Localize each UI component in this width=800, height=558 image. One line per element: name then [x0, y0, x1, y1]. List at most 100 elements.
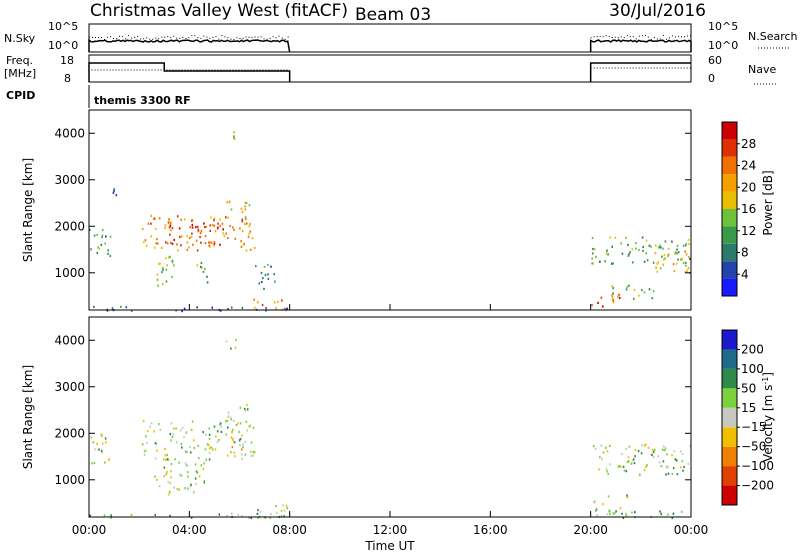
- velocity-cell: [231, 430, 233, 434]
- velocity-cell: [671, 472, 674, 475]
- velocity-cell: [186, 471, 189, 474]
- power-cell: [188, 236, 191, 240]
- power-cell: [168, 256, 170, 259]
- velocity-cell: [219, 422, 222, 425]
- velocity-cell: [250, 516, 253, 519]
- power-cell: [191, 226, 194, 229]
- power-cell: [219, 243, 221, 246]
- velocity-cell: [190, 483, 192, 486]
- velocity-cell: [104, 437, 107, 440]
- power-cell: [225, 232, 227, 235]
- x-tick-label: 12:00: [373, 523, 408, 537]
- power-cell: [196, 249, 199, 252]
- power-cell: [631, 248, 634, 251]
- velocity-scatter: [89, 338, 692, 520]
- power-cell: [270, 265, 272, 268]
- noise-dot: [182, 36, 184, 38]
- power-cell: [618, 296, 621, 300]
- velocity-cell: [596, 514, 598, 517]
- noise-dot: [98, 37, 100, 39]
- velocity-cell: [614, 512, 616, 515]
- power-cell: [611, 285, 613, 288]
- noise-dot: [668, 37, 670, 39]
- power-cell: [219, 218, 221, 221]
- noise-dot: [143, 38, 145, 40]
- time-axis-label: Time UT: [364, 539, 415, 553]
- power-cell: [203, 222, 205, 225]
- noise-dot: [221, 35, 223, 37]
- velocity-cell: [645, 465, 647, 469]
- velocity-cell: [600, 444, 602, 447]
- velocity-cell: [154, 457, 157, 460]
- power-cell: [642, 245, 644, 249]
- power-cell: [196, 264, 199, 267]
- velocity-cell: [208, 433, 211, 436]
- power-cell: [156, 238, 158, 241]
- velocity-cell: [653, 455, 655, 459]
- velocity-cell: [252, 454, 254, 457]
- velocity-cell: [679, 466, 682, 469]
- noise-dot: [647, 36, 649, 38]
- power-cell: [606, 249, 608, 252]
- velocity-cell: [187, 475, 189, 478]
- velocity-cell: [662, 460, 665, 463]
- power-cell: [633, 288, 636, 291]
- velocity-cell: [210, 446, 213, 449]
- power-colorbar-swatch: [722, 122, 737, 140]
- freq-line: [589, 62, 691, 82]
- velocity-cell: [195, 470, 198, 473]
- n-search-label: N.Search: [748, 30, 798, 43]
- noise-dot: [194, 35, 196, 37]
- power-cell: [645, 252, 648, 255]
- power-cell: [617, 295, 620, 298]
- freq-unit-label: [MHz]: [4, 67, 36, 80]
- power-cell: [195, 239, 198, 242]
- noise-dot: [251, 36, 253, 38]
- velocity-cell: [158, 423, 160, 426]
- velocity-cell: [592, 445, 595, 448]
- power-cell: [244, 216, 247, 219]
- power-cell: [202, 270, 205, 273]
- power-cell: [142, 240, 145, 244]
- noise-dot: [209, 37, 211, 39]
- power-cell: [614, 236, 617, 239]
- velocity-cell: [680, 510, 683, 513]
- velocity-cell: [200, 464, 203, 467]
- power-cell: [591, 257, 593, 260]
- power-cell: [658, 246, 660, 249]
- power-cell: [102, 228, 104, 232]
- velocity-cell: [285, 504, 288, 507]
- power-cell: [204, 234, 207, 238]
- power-cell: [161, 271, 163, 274]
- noise-dot: [659, 38, 661, 40]
- noise-dot: [632, 36, 634, 38]
- velocity-cell: [165, 473, 168, 476]
- power-cell: [156, 278, 159, 281]
- power-cell: [200, 261, 203, 264]
- power-cell: [153, 246, 156, 249]
- velocity-cell: [220, 430, 223, 433]
- noise-dot: [263, 38, 265, 40]
- velocity-cell: [626, 494, 628, 497]
- power-cell: [115, 194, 118, 197]
- power-cell: [195, 226, 197, 229]
- noise-dot: [248, 36, 250, 38]
- velocity-cell: [203, 481, 206, 484]
- velocity-cell: [216, 430, 219, 433]
- noise-dot: [284, 38, 286, 40]
- power-cell: [245, 217, 247, 220]
- power-cell: [247, 235, 250, 238]
- power-cell: [213, 240, 216, 244]
- nave-label: Nave: [748, 63, 776, 76]
- velocity-cell: [208, 458, 211, 461]
- velocity-cell: [180, 442, 183, 446]
- power-cell: [213, 242, 216, 245]
- velocity-cell: [193, 446, 196, 450]
- velocity-cell: [244, 440, 246, 444]
- noise-dot: [134, 36, 136, 38]
- power-cell: [200, 241, 202, 244]
- velocity-cell: [239, 437, 242, 441]
- noise-dot: [260, 36, 262, 38]
- velocity-cell: [682, 469, 684, 472]
